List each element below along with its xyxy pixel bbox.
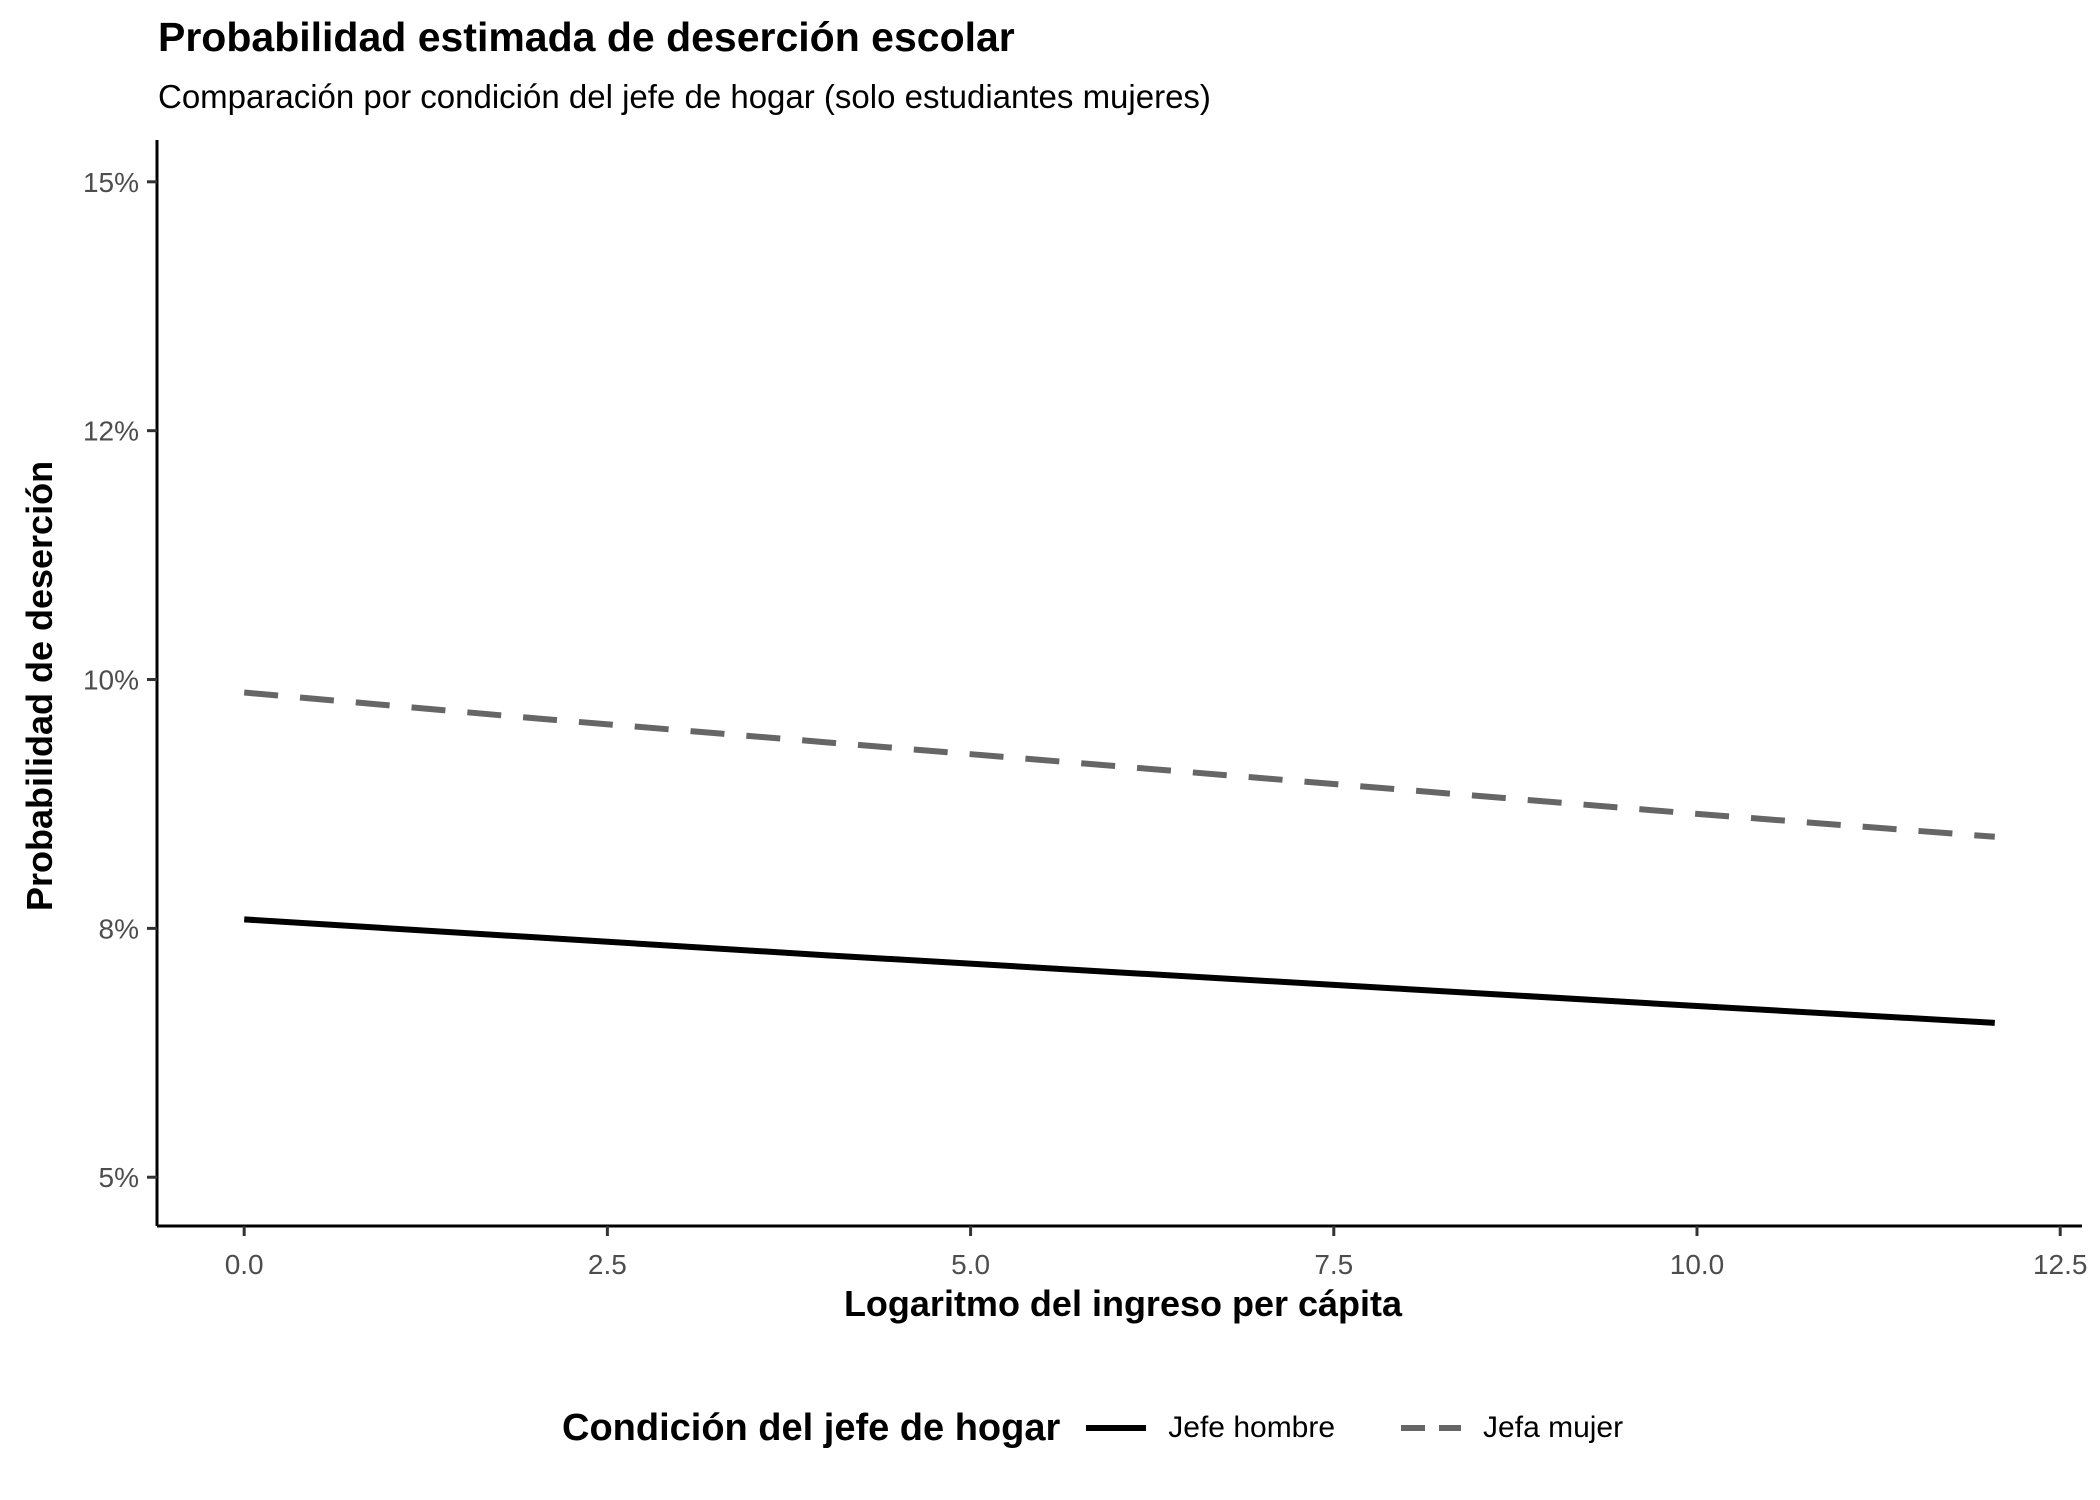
x-tick-label: 0.0	[225, 1249, 264, 1280]
y-tick-label: 5%	[99, 1162, 139, 1193]
chart-title: Probabilidad estimada de deserción escol…	[158, 14, 1015, 60]
y-tick-label: 12%	[83, 416, 139, 447]
legend-label-jefa-mujer: Jefa mujer	[1483, 1411, 1624, 1444]
legend-key-jefa-mujer	[1401, 1425, 1462, 1431]
legend-key-jefe-hombre	[1086, 1425, 1147, 1431]
legend-label-jefe-hombre: Jefe hombre	[1168, 1411, 1336, 1444]
x-tick-label: 5.0	[951, 1249, 990, 1280]
x-axis: 0.0 2.5 5.0 7.5 10.0 12.5	[157, 1224, 2088, 1280]
legend-title: Condición del jefe de hogar	[562, 1406, 1061, 1449]
legend: Condición del jefe de hogar Jefe hombre …	[562, 1400, 1687, 1456]
x-tick-label: 7.5	[1314, 1249, 1353, 1280]
x-tick-label: 10.0	[1670, 1249, 1725, 1280]
lines-layer	[243, 689, 1996, 1026]
series-line-1	[243, 689, 1996, 840]
series-line-0	[244, 916, 1995, 1026]
y-axis: 5% 8% 10% 12% 15%	[83, 140, 159, 1226]
x-tick-label: 12.5	[2033, 1249, 2088, 1280]
y-tick-label: 10%	[83, 665, 139, 696]
x-axis-title: Logaritmo del ingreso per cápita	[844, 1283, 1403, 1324]
y-axis-title: Probabilidad de deserción	[19, 461, 60, 911]
y-tick-label: 15%	[83, 167, 139, 198]
x-tick-label: 2.5	[588, 1249, 627, 1280]
chart-subtitle: Comparación por condición del jefe de ho…	[158, 78, 1211, 115]
y-tick-label: 8%	[99, 913, 139, 944]
